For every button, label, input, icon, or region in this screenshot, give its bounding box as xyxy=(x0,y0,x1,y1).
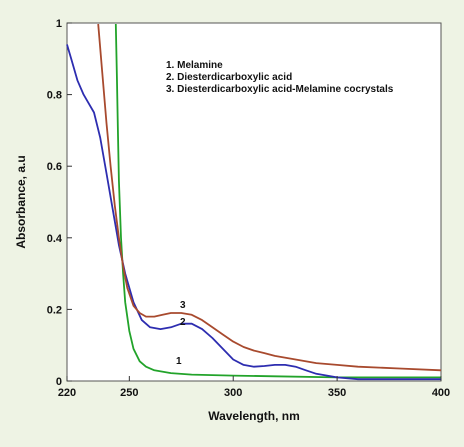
y-tick-label: 0 xyxy=(56,376,62,388)
y-tick-label: 0.8 xyxy=(47,90,62,102)
x-tick-label: 250 xyxy=(120,387,138,399)
legend-entry-3: 3. Diesterdicarboxylic acid-Melamine coc… xyxy=(166,84,394,95)
x-axis-title: Wavelength, nm xyxy=(208,409,300,423)
series-line-1 xyxy=(114,23,441,379)
y-tick-label: 1 xyxy=(56,18,62,30)
y-tick-label: 0.4 xyxy=(47,233,63,245)
series-layer xyxy=(66,23,442,381)
plot-area xyxy=(66,22,442,382)
series-line-2 xyxy=(66,44,441,381)
series-line-3 xyxy=(97,23,442,372)
curve-label-2: 2 xyxy=(180,317,186,328)
x-tick-label: 220 xyxy=(58,387,76,399)
curve-label-3: 3 xyxy=(180,300,186,311)
x-tick-label: 300 xyxy=(224,387,242,399)
legend-entry-1: 1. Melamine xyxy=(166,60,223,71)
tick-layer: 220 250 300 350 400 0 0.2 0.4 0.6 0.8 1 xyxy=(47,18,450,399)
x-tick-label: 400 xyxy=(432,387,450,399)
y-tick-label: 0.6 xyxy=(47,161,62,173)
y-axis-title: Absorbance, a.u xyxy=(14,155,28,248)
legend-entry-2: 2. Diesterdicarboxylic acid xyxy=(166,72,292,83)
x-tick-label: 350 xyxy=(328,387,346,399)
y-tick-label: 0.2 xyxy=(47,304,62,316)
curve-label-1: 1 xyxy=(176,356,182,367)
legend: 1. Melamine 2. Diesterdicarboxylic acid … xyxy=(166,60,394,95)
